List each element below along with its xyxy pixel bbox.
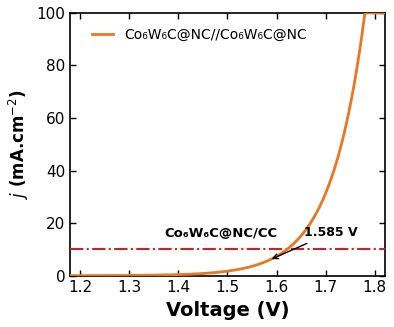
Text: Co₆W₆C@NC/CC: Co₆W₆C@NC/CC xyxy=(165,227,278,240)
X-axis label: Voltage (V): Voltage (V) xyxy=(166,301,289,320)
Legend: Co₆W₆C@NC//Co₆W₆C@NC: Co₆W₆C@NC//Co₆W₆C@NC xyxy=(87,23,312,48)
Y-axis label: $j$ (mA.cm$^{-2}$): $j$ (mA.cm$^{-2}$) xyxy=(7,90,31,199)
Text: 1.585 V: 1.585 V xyxy=(273,227,357,259)
